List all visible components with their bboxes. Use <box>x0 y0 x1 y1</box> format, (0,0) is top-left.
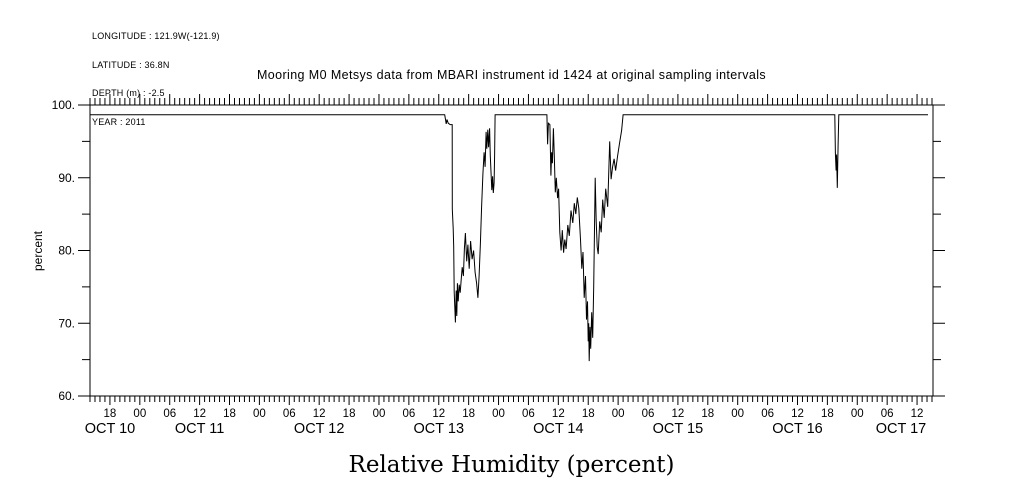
metadata-longitude: LONGITUDE : 121.9W(-121.9) <box>92 31 220 41</box>
x-hour-tick-label: 06 <box>402 408 415 420</box>
x-hour-tick-label: 18 <box>223 408 236 420</box>
x-hour-tick-label: 12 <box>193 408 206 420</box>
x-date-label: OCT 14 <box>533 421 584 437</box>
x-hour-tick-label: 18 <box>343 408 356 420</box>
y-tick-label: 100. <box>52 98 75 112</box>
metadata-depth: DEPTH (m) : -2.5 <box>92 88 165 98</box>
x-hour-tick-label: 12 <box>313 408 326 420</box>
y-tick-label: 80. <box>58 244 75 258</box>
x-hour-tick-label: 06 <box>163 408 176 420</box>
x-hour-tick-label: 12 <box>672 408 685 420</box>
y-tick-label: 70. <box>58 316 75 330</box>
x-hour-tick-label: 00 <box>851 408 864 420</box>
x-date-label: OCT 12 <box>294 421 345 437</box>
metadata-block: LONGITUDE : 121.9W(-121.9) LATITUDE : 36… <box>92 13 220 146</box>
x-hour-tick-label: 00 <box>731 408 744 420</box>
x-date-label: OCT 10 <box>85 421 136 437</box>
metadata-latitude: LATITUDE : 36.8N <box>92 59 170 70</box>
x-hour-tick-label: 00 <box>253 408 266 420</box>
x-hour-tick-label: 06 <box>522 408 535 420</box>
chart-title: Mooring M0 Metsys data from MBARI instru… <box>256 68 767 82</box>
x-hour-tick-label: 06 <box>642 408 655 420</box>
x-hour-tick-label: 12 <box>791 408 804 420</box>
x-date-label: OCT 15 <box>653 421 704 437</box>
x-hour-tick-label: 18 <box>104 408 117 420</box>
metadata-year: YEAR : 2011 <box>92 116 146 127</box>
x-hour-tick-label: 00 <box>492 408 505 420</box>
x-date-label: OCT 16 <box>772 421 823 437</box>
x-hour-tick-label: 00 <box>133 408 146 420</box>
x-date-label: OCT 13 <box>414 421 465 437</box>
y-tick-label: 90. <box>58 171 75 185</box>
x-hour-tick-label: 12 <box>432 408 445 420</box>
x-hour-tick-label: 06 <box>761 408 774 420</box>
x-hour-tick-label: 18 <box>582 408 595 420</box>
x-hour-tick-label: 12 <box>552 408 565 420</box>
x-hour-tick-label: 18 <box>462 408 475 420</box>
x-hour-tick-label: 06 <box>881 408 894 420</box>
x-hour-tick-label: 00 <box>373 408 386 420</box>
x-date-label: OCT 17 <box>876 421 927 437</box>
x-date-label: OCT 11 <box>175 421 224 437</box>
x-hour-tick-label: 00 <box>612 408 625 420</box>
humidity-series-line <box>90 114 928 362</box>
x-hour-tick-label: 12 <box>911 408 924 420</box>
plot-frame <box>89 104 934 397</box>
x-hour-tick-label: 18 <box>821 408 834 420</box>
x-hour-tick-label: 06 <box>283 408 296 420</box>
y-tick-label: 60. <box>58 389 75 403</box>
x-axis-caption: Relative Humidity (percent) <box>348 452 675 478</box>
x-hour-tick-label: 18 <box>701 408 714 420</box>
